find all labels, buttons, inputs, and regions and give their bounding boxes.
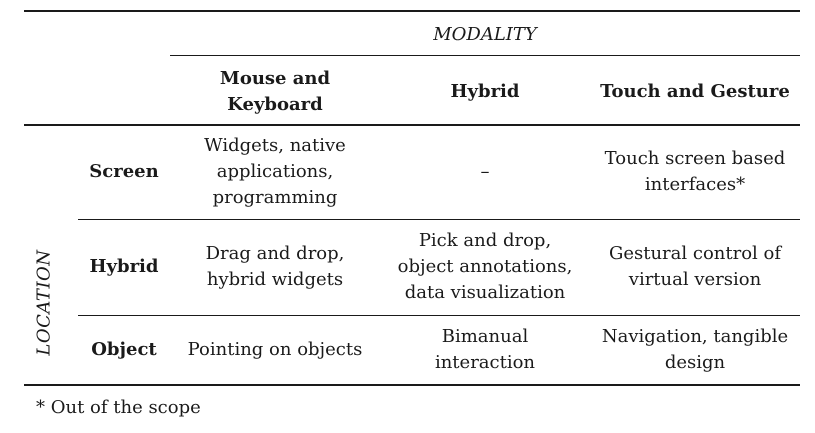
cell-object-hybrid: Bimanual interaction <box>434 326 536 373</box>
footnote: * Out of the scope <box>36 397 201 418</box>
row-rule-1 <box>78 219 800 220</box>
cell-screen-mouse-keyboard: Widgets, native applications, programmin… <box>204 135 346 208</box>
top-rule <box>24 10 800 12</box>
row-rule-2 <box>78 315 800 316</box>
row-label-object: Object <box>91 339 157 360</box>
cell-hybrid-hybrid: Pick and drop, object annotations, data … <box>397 230 573 303</box>
col-header-touch-gesture: Touch and Gesture <box>600 81 790 102</box>
header-rule <box>24 124 800 126</box>
col-header-mouse-keyboard: Mouse and Keyboard <box>219 68 331 115</box>
cell-hybrid-mouse-keyboard: Drag and drop, hybrid widgets <box>205 243 345 290</box>
cell-object-touch-gesture: Navigation, tangible design <box>601 326 789 373</box>
modality-rule <box>170 55 800 56</box>
bottom-rule <box>24 384 800 386</box>
cell-object-mouse-keyboard: Pointing on objects <box>187 339 363 360</box>
col-header-hybrid: Hybrid <box>450 81 520 102</box>
modality-header: MODALITY <box>433 24 537 45</box>
row-label-screen: Screen <box>89 161 159 182</box>
cell-screen-hybrid: – <box>480 161 490 182</box>
cell-hybrid-touch-gesture: Gestural control of virtual version <box>608 243 782 290</box>
cell-screen-touch-gesture: Touch screen based interfaces* <box>604 148 786 195</box>
location-header: LOCATION <box>24 220 64 385</box>
row-label-hybrid: Hybrid <box>89 256 159 277</box>
location-header-text: LOCATION <box>33 249 55 356</box>
